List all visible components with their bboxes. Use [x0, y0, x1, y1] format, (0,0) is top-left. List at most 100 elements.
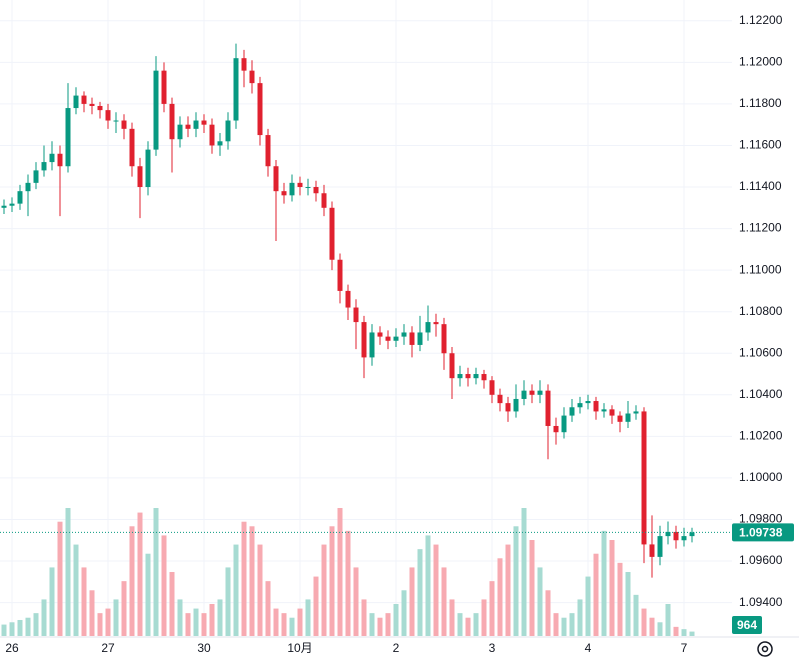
candle-body: [577, 403, 583, 408]
candle-body: [153, 70, 159, 150]
x-tick-label: 2: [393, 641, 400, 655]
last-price-box: [732, 523, 794, 542]
volume-bar: [561, 617, 567, 636]
volume-bar: [609, 540, 615, 636]
y-tick-label: 1.09800: [739, 512, 783, 526]
volume-bar: [225, 567, 231, 636]
volume-bar: [353, 567, 359, 636]
candle-body: [41, 162, 47, 171]
volume-bar: [425, 535, 431, 636]
candle-body: [649, 544, 655, 557]
x-tick-label: 3: [489, 641, 496, 655]
volume-bar: [201, 613, 207, 636]
candle-body: [257, 83, 263, 136]
volume-bar: [65, 508, 71, 636]
volume-bar: [665, 604, 671, 636]
volume-bar: [153, 508, 159, 636]
volume-bar: [137, 512, 143, 636]
volume-bar: [481, 599, 487, 636]
candle-body: [401, 332, 407, 337]
volume-bar: [321, 544, 327, 636]
candle-body: [553, 425, 559, 433]
candle-body: [345, 290, 351, 308]
volume-bar: [25, 617, 31, 636]
volume-bar: [417, 549, 423, 636]
volume-bar: [585, 576, 591, 636]
volume-bar: [57, 521, 63, 636]
volume-bar: [273, 608, 279, 636]
volume-bar: [169, 572, 175, 636]
volume-bar: [209, 604, 215, 636]
y-tick-label: 1.12200: [739, 13, 783, 27]
volume-bar: [641, 608, 647, 636]
candle-body: [473, 374, 479, 379]
volume-bar: [489, 581, 495, 636]
volume-bar: [681, 629, 687, 636]
candle-body: [481, 374, 487, 381]
volume-bar: [409, 567, 415, 636]
candle-body: [89, 103, 95, 106]
candle-body: [673, 531, 679, 541]
candle-body: [1, 205, 7, 208]
volume-bar: [529, 540, 535, 636]
volume-bar: [553, 613, 559, 636]
candle-body: [361, 322, 367, 358]
volume-bar: [185, 613, 191, 636]
candle-body: [17, 191, 23, 204]
volume-bar: [89, 590, 95, 636]
candle-body: [137, 166, 143, 188]
candle-body: [241, 58, 247, 71]
volume-bar: [625, 572, 631, 636]
volume-bar: [601, 530, 607, 636]
candle-body: [433, 322, 439, 325]
volume-bar: [161, 535, 167, 636]
volume-bar: [97, 613, 103, 636]
volume-bar: [289, 617, 295, 636]
candle-body: [609, 409, 615, 416]
volume-bar: [241, 521, 247, 636]
settings-icon[interactable]: [757, 641, 773, 657]
candle-body: [465, 374, 471, 379]
candle-body: [121, 120, 127, 129]
candle-body: [329, 207, 335, 260]
volume-bar: [217, 599, 223, 636]
volume-bar: [257, 544, 263, 636]
x-tick-label: 30: [197, 641, 211, 655]
volume-bar: [393, 604, 399, 636]
volume-bar: [513, 526, 519, 636]
candle-body: [33, 170, 39, 183]
volume-bar: [105, 608, 111, 636]
volume-bar: [1, 624, 7, 636]
candle-body: [617, 415, 623, 422]
volume-bar: [401, 590, 407, 636]
candle-body: [537, 390, 543, 395]
candle-body: [689, 532, 695, 537]
y-tick-label: 1.10200: [739, 429, 783, 443]
candle-body: [297, 182, 303, 188]
candle-body: [225, 120, 231, 142]
candle-body: [289, 182, 295, 196]
candle-body: [249, 70, 255, 84]
x-tick-label: 26: [5, 641, 19, 655]
candle-body: [585, 401, 591, 404]
y-tick-label: 1.10000: [739, 470, 783, 484]
volume-bar: [569, 613, 575, 636]
candle-body: [73, 95, 79, 109]
last-price-label: 1.09738: [739, 526, 783, 540]
candle-body: [625, 413, 631, 422]
volume-bar: [193, 608, 199, 636]
y-tick-label: 1.10600: [739, 345, 783, 359]
candle-body: [161, 70, 167, 104]
candle-body: [561, 415, 567, 433]
candle-body: [145, 149, 151, 188]
candle-body: [393, 336, 399, 341]
y-tick-label: 1.11400: [739, 179, 782, 193]
candle-body: [281, 191, 287, 196]
candle-body: [545, 390, 551, 426]
volume-bar: [433, 544, 439, 636]
volume-label-box: [732, 616, 762, 634]
x-tick-label: 7: [681, 641, 688, 655]
volume-bar: [577, 599, 583, 636]
volume-bar: [361, 599, 367, 636]
